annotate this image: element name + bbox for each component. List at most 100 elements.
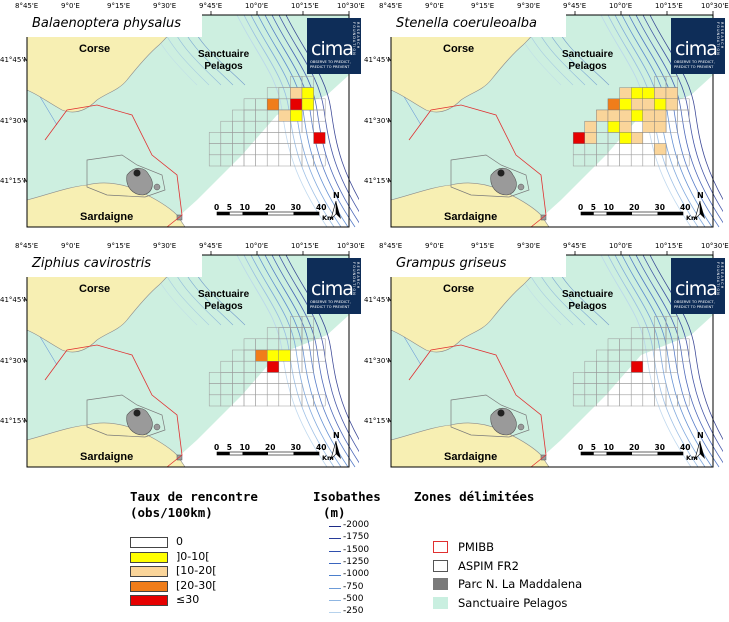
zone-label: Sanctuaire Pelagos [458,595,568,610]
scale-tick-label: 0 [578,203,584,212]
scale-unit-label: Km [686,454,698,462]
scale-tick-label: 0 [214,443,220,452]
encounter-rate-cell [584,120,597,133]
north-arrow-icon [694,440,705,461]
zone-label: ASPIM FR2 [458,558,519,573]
scale-tick-label: 10 [239,443,250,452]
longitude-tick-label: 9°45'E [563,242,587,250]
survey-grid [572,316,690,407]
scale-bar [580,451,684,456]
scale-tick-label: 30 [290,203,301,212]
isobath-line-swatch [329,550,341,552]
zone-label: Parc N. La Maddalena [458,577,583,591]
map-panel: 8°45'E 9°0'E 9°15'E 9°30'E 9°45'E 10°0'E 10°15… [0,0,365,237]
scale-tick-label: 40 [316,203,327,212]
zone-swatch [433,596,448,609]
cima-logo: cima RESEARCH FOUNDATION OBSERVE TO PREDIC… [671,18,725,74]
encounter-rate-cell [596,109,609,122]
encounter-rate-cell [619,120,632,133]
longitude-tick-label: 10°30'E [701,2,729,10]
encounter-rate-cell [654,143,667,156]
sanctuaire-label-line2: Pelagos [204,301,243,312]
logo-tagline: OBSERVE TO PREDICT, PREDICT TO PREVENT [674,60,715,69]
rate-class-swatch [130,580,168,592]
longitude-tick-label: 9°15'E [107,2,131,10]
sardaigne-label: Sardaigne [444,211,498,223]
longitude-tick-label: 9°15'E [471,2,495,10]
longitude-tick-label: 10°15'E [291,242,319,250]
longitude-tick-label: 10°30'E [701,242,729,250]
longitude-tick-label: 10°0'E [245,242,269,250]
scale-tick-label: 40 [680,203,691,212]
north-label: N [333,191,340,200]
isobath-label: -1250 [343,556,370,567]
scale-tick-label: 30 [290,443,301,452]
scale-tick-label: 20 [265,443,276,452]
longitude-tick-label: 10°0'E [609,2,633,10]
isobath-line-swatch [329,538,341,540]
scale-tick-label: 5 [590,443,596,452]
longitude-tick-label: 9°30'E [153,242,177,250]
map-panel: 8°45'E 9°0'E 9°15'E 9°30'E 9°45'E 10°0'E 10°15… [364,0,729,237]
encounter-rate-cell [607,109,620,122]
scale-tick-label: 0 [214,203,220,212]
sanctuaire-label-line1: Sanctuaire [562,49,614,60]
longitude-tick-label: 10°15'E [291,2,319,10]
encounter-rate-cell [642,98,655,111]
sardaigne-label: Sardaigne [80,451,134,463]
sardaigne-label: Sardaigne [444,451,498,463]
rate-legend-title-line1: Taux de rencontre [130,489,258,504]
scale-tick-label: 40 [680,443,691,452]
map-panel: 8°45'E 9°0'E 9°15'E 9°30'E 9°45'E 10°0'E 10°15… [364,240,729,477]
scale-tick-label: 20 [629,443,640,452]
corse-label: Corse [443,43,475,55]
logo-text: cima [311,278,354,300]
zones-legend-title: Zones délimitées [414,489,535,504]
isobath-label: -750 [343,581,364,592]
encounter-rate-cell [607,98,620,111]
sanctuaire-pelagos-label: Sanctuaire Pelagos [198,289,249,313]
latitude-tick-label: 41°45'N [0,296,29,304]
scale-tick-label: 40 [316,443,327,452]
scale-tick-label: 20 [265,203,276,212]
scale-tick-label: 30 [654,443,665,452]
isobath-label: -1000 [343,569,370,580]
encounter-rate-cell [313,132,326,144]
latitude-tick-label: 41°15'N [364,417,393,425]
sanctuaire-label-line1: Sanctuaire [562,289,614,300]
scale-tick-label: 10 [239,203,250,212]
logo-vertical-text: RESEARCH FOUNDATION [352,22,360,56]
rate-legend-title: Taux de rencontre (obs/100km) [130,489,258,521]
isobath-label: -250 [343,606,364,617]
encounter-rate-cell [607,120,620,133]
sanctuaire-label-line2: Pelagos [568,61,607,72]
longitude-tick-label: 9°45'E [199,242,223,250]
encounter-rate-cell [290,87,303,99]
longitude-tick-label: 10°0'E [609,242,633,250]
scale-bar [580,211,684,216]
logo-vertical-text: RESEARCH FOUNDATION [352,262,360,296]
longitude-tick-label: 9°45'E [199,2,223,10]
latitude-tick-label: 41°30'N [0,117,29,125]
latitude-tick-label: 41°45'N [0,56,29,64]
cima-logo: cima RESEARCH FOUNDATION OBSERVE TO PREDIC… [307,258,361,314]
scale-unit-label: Km [686,214,698,222]
latitude-tick-label: 41°45'N [364,56,393,64]
sanctuaire-label-line1: Sanctuaire [198,289,250,300]
scale-tick-label: 10 [603,203,614,212]
latitude-tick-label: 41°15'N [364,177,393,185]
encounter-rate-cell [630,109,643,122]
latitude-tick-label: 41°15'N [0,417,29,425]
scale-unit-label: Km [322,454,334,462]
encounter-rate-cell [255,349,268,362]
zone-swatch [433,541,448,553]
logo-tagline: OBSERVE TO PREDICT, PREDICT TO PREVENT [310,300,351,309]
rate-class-label: [10-20[ [176,564,217,577]
north-label: N [333,431,340,440]
encounter-rate-cell [266,98,279,111]
longitude-tick-label: 10°15'E [655,242,683,250]
encounter-rate-cell [301,87,314,99]
encounter-rate-cell [619,98,632,111]
sanctuaire-pelagos-label: Sanctuaire Pelagos [562,289,613,313]
longitude-tick-label: 9°45'E [563,2,587,10]
